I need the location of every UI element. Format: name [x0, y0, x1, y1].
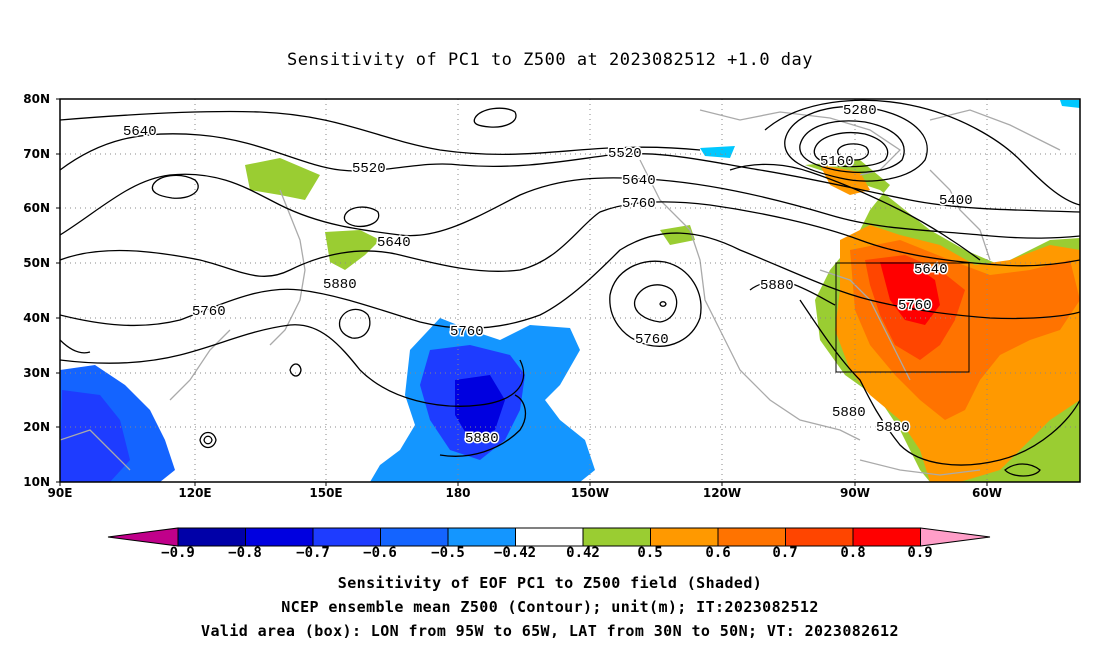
contour-label: 5760	[635, 332, 669, 348]
contour-label: 5880	[832, 405, 866, 421]
contour-label: 5880	[465, 431, 499, 447]
colorbar-label: −0.7	[296, 545, 330, 561]
colorbar-cell	[177, 527, 246, 547]
colorbar-label: −0.5	[431, 545, 465, 561]
contour-label: 5640	[622, 173, 656, 189]
map-frame	[59, 98, 1081, 483]
colorbar-arrow-right	[920, 527, 991, 547]
colorbar-label: 0.9	[907, 545, 933, 561]
contour-label: 5400	[939, 193, 973, 209]
colorbar-cell	[785, 527, 854, 547]
colorbar-label: −0.42	[493, 545, 537, 561]
lat-label: 20N	[23, 420, 50, 434]
caption-line: Sensitivity of EOF PC1 to Z500 field (Sh…	[337, 574, 763, 592]
lon-label: 150E	[309, 486, 343, 500]
valid-area-box	[835, 262, 970, 373]
lon-label: 120W	[702, 486, 742, 500]
colorbar-label: −0.9	[161, 545, 195, 561]
contour-labels: 5640 5520 5520 5640 5640 5760 5880 5760 …	[122, 102, 975, 449]
lat-label: 60N	[23, 201, 50, 215]
coastlines	[60, 109, 1061, 476]
contour-label: 5640	[914, 262, 948, 278]
lon-label: 90W	[840, 486, 870, 500]
tick-marks	[56, 98, 988, 486]
lat-label: 70N	[23, 147, 50, 161]
contour-label: 5880	[760, 278, 794, 294]
colorbar	[107, 527, 991, 547]
colorbar-cell	[515, 527, 584, 547]
contour-label: 5280	[843, 103, 877, 119]
lon-label: 180	[445, 486, 471, 500]
colorbar-cell	[380, 527, 449, 547]
lon-label: 150W	[570, 486, 610, 500]
colorbar-cell	[245, 527, 314, 547]
colorbar-cell	[582, 527, 651, 547]
lon-label: 90E	[47, 486, 73, 500]
contour-label: 5760	[192, 304, 226, 320]
colorbar-cell	[312, 527, 381, 547]
caption-line: Valid area (box): LON from 95W to 65W, L…	[201, 622, 899, 640]
colorbar-cell	[447, 527, 516, 547]
colorbar-label: −0.6	[363, 545, 397, 561]
lat-label: 10N	[23, 475, 50, 489]
contour-label: 5520	[352, 161, 386, 177]
contour-label: 5160	[820, 154, 854, 170]
caption-line: NCEP ensemble mean Z500 (Contour); unit(…	[281, 598, 819, 616]
lon-label: 120E	[178, 486, 212, 500]
colorbar-label: −0.8	[228, 545, 262, 561]
z500-contours	[60, 99, 1080, 477]
colorbar-cell	[717, 527, 786, 547]
lat-label: 80N	[23, 92, 50, 106]
colorbar-cell	[650, 527, 719, 547]
contour-label: 5640	[123, 124, 157, 140]
contour-label: 5760	[622, 196, 656, 212]
contour-label: 5640	[377, 235, 411, 251]
colorbar-label: 0.42	[566, 545, 600, 561]
colorbar-arrow-left	[107, 527, 179, 547]
contour-label: 5880	[323, 277, 357, 293]
lat-label: 40N	[23, 311, 50, 325]
contour-label: 5520	[608, 146, 642, 162]
lon-label: 60W	[972, 486, 1002, 500]
figure-title: Sensitivity of PC1 to Z500 at 2023082512…	[286, 50, 813, 70]
positive-sensitivity-shading	[245, 158, 1080, 482]
colorbar-label: 0.5	[637, 545, 663, 561]
colorbar-cell	[852, 527, 921, 547]
colorbar-label: 0.8	[840, 545, 866, 561]
lat-label: 50N	[23, 256, 50, 270]
colorbar-label: 0.7	[772, 545, 798, 561]
contour-label: 5880	[876, 420, 910, 436]
negative-sensitivity-shading	[60, 100, 1080, 482]
lat-label: 30N	[23, 366, 50, 380]
colorbar-label: 0.6	[705, 545, 731, 561]
contour-label: 5760	[898, 298, 932, 314]
contour-label: 5760	[450, 324, 484, 340]
